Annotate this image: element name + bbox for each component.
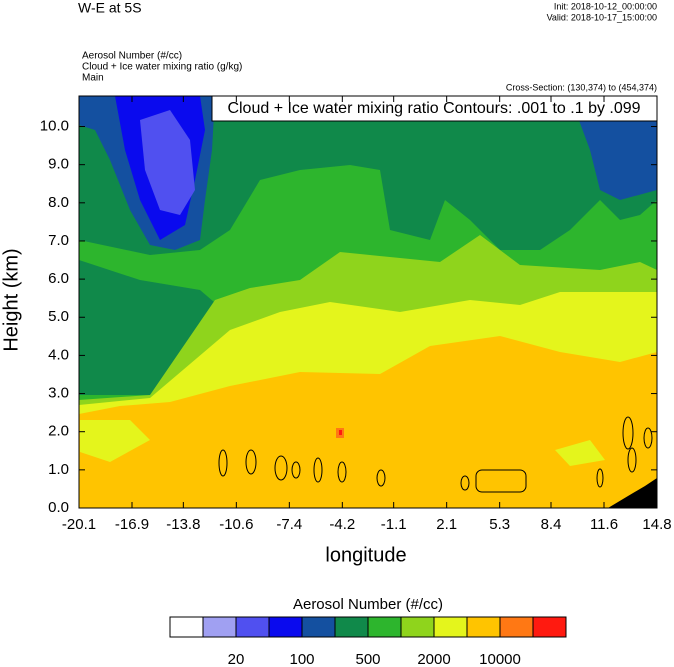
- contour-label-box: [211, 95, 658, 122]
- colorbar-title: Aerosol Number (#/cc): [293, 596, 443, 613]
- field-region: [339, 430, 342, 435]
- init-time: Init: 2018-10-12_00:00:00: [554, 1, 657, 11]
- colorbar-box: [400, 616, 435, 638]
- colorbar-box: [532, 616, 567, 638]
- colorbar-label: 2000: [417, 651, 450, 667]
- contour-label: Cloud + Ice water mixing ratio Contours:…: [227, 100, 640, 117]
- x-tick-label: -20.1: [62, 516, 96, 533]
- y-tick-label: 6.0: [48, 270, 69, 287]
- colorbar-box: [466, 616, 501, 638]
- colorbar-box: [334, 616, 369, 638]
- x-tick-label: -7.4: [276, 516, 302, 533]
- chart-title: W-E at 5S: [78, 0, 142, 16]
- x-tick-label: -1.1: [381, 516, 407, 533]
- y-tick-label: 5.0: [48, 308, 69, 325]
- y-tick-label: 4.0: [48, 346, 69, 363]
- valid-time: Valid: 2018-10-17_15:00:00: [547, 12, 657, 22]
- colorbar-label: 10000: [479, 651, 521, 667]
- colorbar-box: [367, 616, 402, 638]
- cross-section: Cross-Section: (130,374) to (454,374): [506, 82, 657, 92]
- field-label: Aerosol Number (#/cc): [82, 51, 182, 62]
- cloud-contours: [218, 416, 653, 493]
- y-axis-label: Height (km): [0, 248, 22, 351]
- y-tick-label: 10.0: [40, 117, 69, 134]
- y-tick-label: 8.0: [48, 194, 69, 211]
- colorbar-box: [499, 616, 534, 638]
- colorbar-label: 500: [355, 651, 380, 667]
- terrain: [608, 478, 657, 508]
- field-label: Cloud + Ice water mixing ratio (g/kg): [82, 62, 242, 73]
- field-region: [79, 336, 657, 508]
- field: [79, 96, 657, 508]
- colorbar-box: [301, 616, 336, 638]
- x-tick-label: -10.6: [219, 516, 253, 533]
- colorbar-label: 20: [228, 651, 245, 667]
- x-tick-label: 2.1: [436, 516, 457, 533]
- colorbar-box: [268, 616, 303, 638]
- field-region: [570, 96, 657, 200]
- y-tick-label: 0.0: [48, 499, 69, 516]
- y-tick-label: 9.0: [48, 156, 69, 173]
- y-tick-label: 2.0: [48, 423, 69, 440]
- colorbar-box: [202, 616, 237, 638]
- x-tick-label: 5.3: [489, 516, 510, 533]
- x-tick-label: 8.4: [541, 516, 562, 533]
- x-tick-label: 14.8: [642, 516, 671, 533]
- x-tick-label: -13.8: [166, 516, 200, 533]
- x-axis-label: longitude: [325, 544, 406, 566]
- x-tick-label: -4.2: [329, 516, 355, 533]
- y-tick-label: 3.0: [48, 385, 69, 402]
- colorbar-label: 100: [289, 651, 314, 667]
- y-tick-label: 1.0: [48, 461, 69, 478]
- x-tick-label: -16.9: [115, 516, 149, 533]
- field-region: [140, 110, 195, 215]
- colorbar-box: [235, 616, 270, 638]
- field-region: [555, 440, 605, 466]
- field-region: [80, 420, 150, 462]
- colorbar-box: [433, 616, 468, 638]
- x-tick-label: 11.6: [590, 516, 618, 533]
- y-tick-label: 7.0: [48, 232, 69, 249]
- field-label: Main: [82, 73, 104, 84]
- colorbar-box: [169, 616, 204, 638]
